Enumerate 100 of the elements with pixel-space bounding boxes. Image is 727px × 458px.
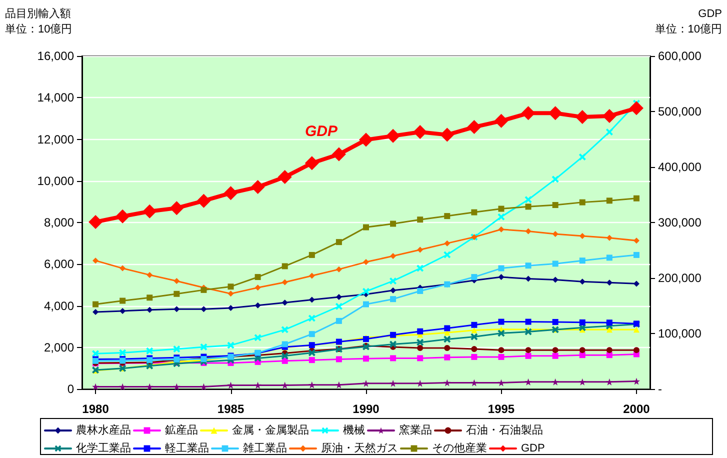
point [92,258,99,264]
point [88,214,103,229]
point [578,153,586,160]
point [390,296,396,302]
point [417,288,424,294]
legend-label: 石油・石油製品 [466,424,543,436]
point [308,349,316,356]
legend-label: 窯業品 [399,424,432,436]
point [417,216,424,223]
point [335,381,342,388]
y-tick-label: 2,000 [44,340,74,354]
point [227,382,234,389]
point [282,341,288,348]
point [308,314,316,322]
point [633,238,640,244]
point [413,125,428,140]
point [579,278,586,285]
point [146,347,154,354]
point [444,240,450,246]
point [606,352,612,358]
point [579,199,586,206]
point [119,349,126,356]
point [281,326,288,334]
point [173,383,180,390]
point [467,120,482,134]
point [142,204,157,218]
point [390,287,396,294]
point [224,186,238,200]
point [390,220,396,227]
point [416,380,424,387]
point [336,318,342,324]
point [254,382,262,389]
point [579,347,586,354]
point [146,383,154,390]
point [606,254,612,261]
point [92,383,100,390]
point [498,347,504,354]
y2-tick-label: 100,000 [658,326,702,340]
point [390,340,397,348]
point [471,346,478,352]
point [606,280,612,286]
point [282,279,288,286]
point [281,352,288,360]
point [470,333,478,340]
point [521,106,536,120]
point [336,239,342,246]
point [174,278,180,284]
point [471,327,478,334]
y2-tick-label: - [658,382,662,396]
legend-label: 化学工業品 [76,442,131,454]
point [579,352,586,358]
text: 単位：10億円 [654,22,722,36]
x-tick-label: 1990 [352,402,380,416]
point [575,110,590,124]
point [498,330,505,337]
y2-tick-label: 500,000 [658,104,702,118]
point [606,128,613,136]
point [633,195,640,202]
point [146,294,153,301]
point [336,356,342,362]
y-tick-label: 14,000 [37,90,74,105]
point [119,383,126,390]
point [552,276,558,283]
point [278,170,292,184]
point [282,358,288,364]
point [524,328,532,336]
point [390,277,397,284]
point [525,318,532,325]
y2-tick-label: 400,000 [658,160,702,174]
point [308,252,315,258]
legend-label: 鉱産品 [165,424,198,436]
point [552,318,558,325]
point [552,230,558,237]
point [498,379,505,386]
point [440,128,454,142]
point [116,209,130,224]
point [629,101,644,116]
point [606,320,612,326]
point [498,265,504,272]
point [633,347,640,354]
point [196,194,211,208]
y-axis-title: 品目別輸入額 [5,7,71,20]
point [498,226,504,232]
point [146,272,153,278]
point [470,379,478,386]
y-tick-label: 6,000 [44,257,74,272]
point [170,201,184,216]
point [525,262,532,269]
point [606,347,612,354]
point [606,378,613,386]
point [524,378,532,386]
point [552,202,558,208]
point [254,284,261,291]
y2-tick-label: 300,000 [658,216,702,230]
point [416,264,424,272]
point [308,296,315,303]
point [498,318,504,325]
point [363,301,369,308]
point [308,272,315,279]
point [552,176,559,183]
